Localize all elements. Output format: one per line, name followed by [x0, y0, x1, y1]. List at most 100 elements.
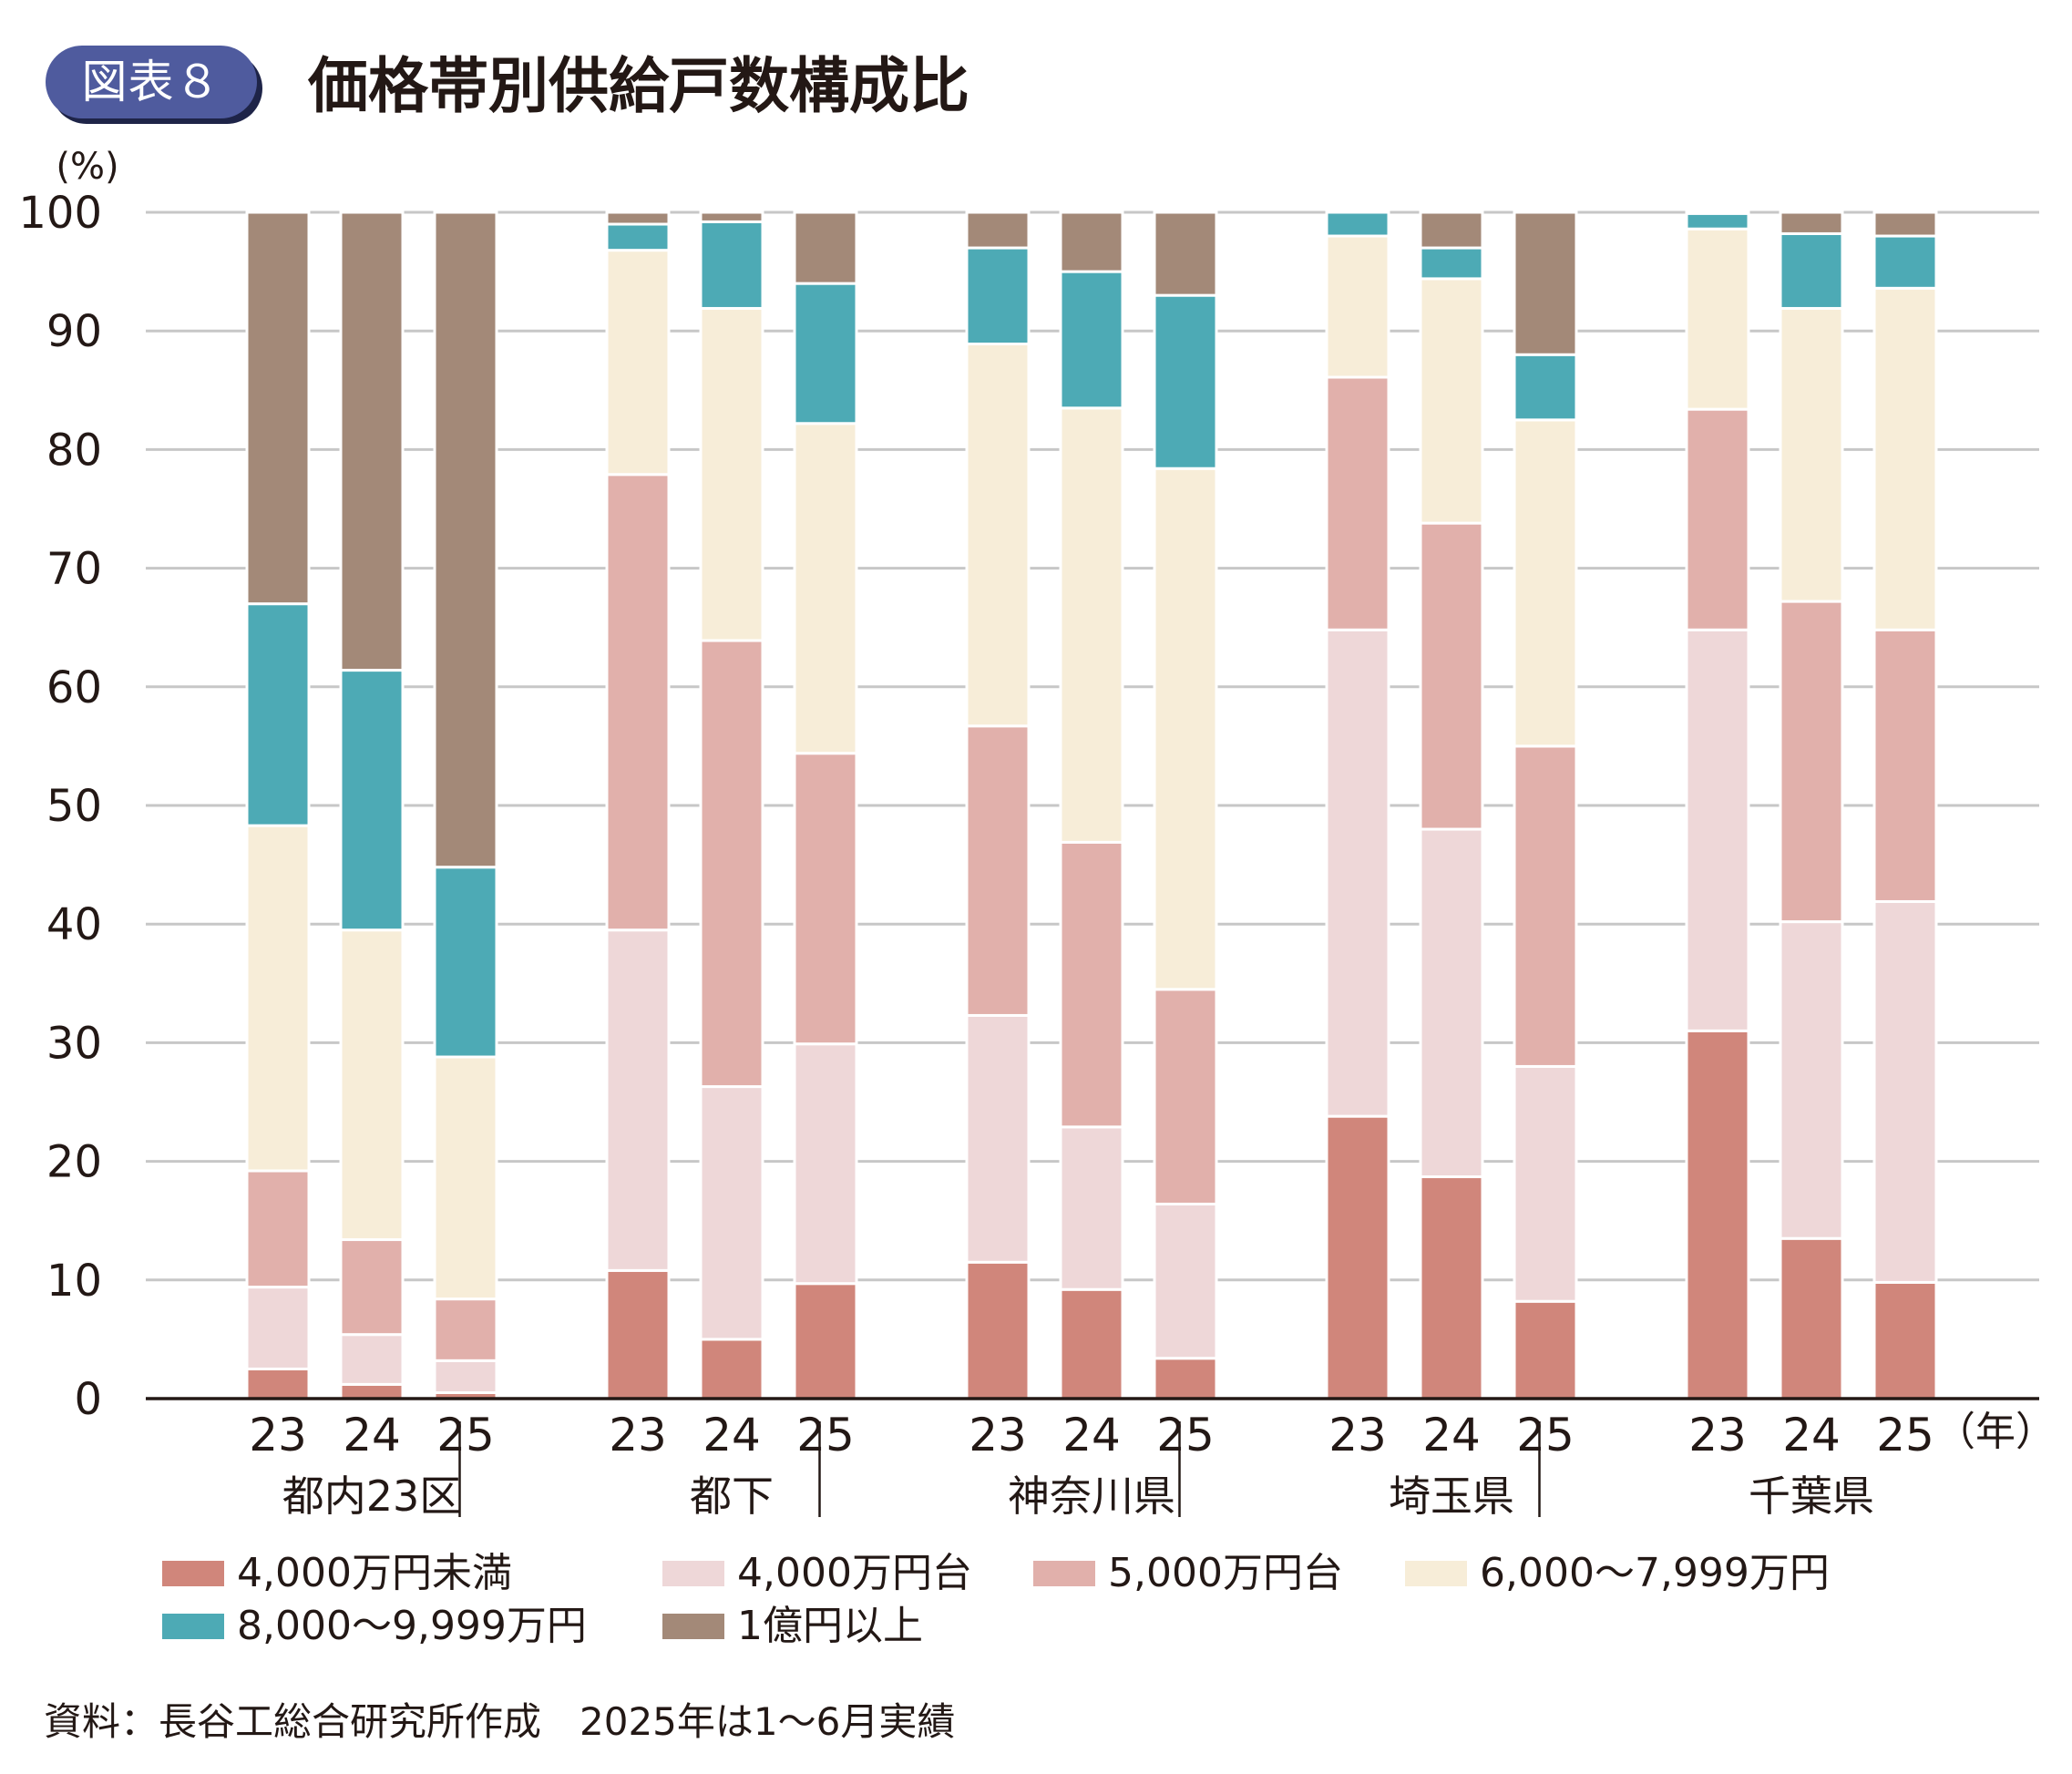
bar-segment-5-8: [1153, 210, 1218, 297]
bar-segment-1-2: [433, 1359, 498, 1394]
bar-segment-2-0: [245, 1169, 311, 1289]
x-year-label: 24: [1422, 1409, 1481, 1461]
axes: [146, 1397, 2039, 1517]
chart-title: 価格帯別供給戸数構成比: [308, 51, 969, 121]
x-year-label: 25: [1876, 1409, 1934, 1461]
bar-segment-2-3: [605, 473, 671, 932]
bar-segment-2-8: [1153, 988, 1218, 1205]
bar-segment-1-7: [1059, 1125, 1124, 1291]
bar-segment-2-4: [699, 639, 764, 1089]
bar-segment-5-4: [699, 210, 764, 223]
bar-segment-5-14: [1872, 210, 1938, 238]
bar-segment-5-6: [965, 210, 1031, 250]
bar-segment-2-7: [1059, 840, 1124, 1129]
badge-label: 図表８: [46, 46, 257, 118]
bar-segment-4-0: [245, 602, 311, 827]
bar-segment-2-10: [1419, 521, 1484, 831]
bar-segment-2-13: [1779, 600, 1844, 924]
bar-segment-4-10: [1419, 246, 1484, 281]
x-year-label: 23: [249, 1409, 307, 1461]
bar-segment-5-0: [245, 210, 311, 606]
bar-segment-2-2: [433, 1297, 498, 1362]
bar-segment-3-6: [965, 343, 1031, 728]
x-year-label: 23: [1328, 1409, 1387, 1461]
bar-segment-3-14: [1872, 286, 1938, 631]
y-tick-label: 20: [46, 1137, 102, 1188]
bar-segment-3-12: [1685, 227, 1750, 411]
bar-segment-4-6: [965, 246, 1031, 346]
bar-segment-2-1: [339, 1238, 405, 1337]
bar-segment-3-1: [339, 928, 405, 1242]
bar-segment-3-13: [1779, 306, 1844, 603]
bar-segment-1-1: [339, 1333, 405, 1386]
y-tick-label: 70: [46, 544, 102, 595]
bar-segment-4-14: [1872, 234, 1938, 290]
bar-segment-4-5: [793, 282, 858, 426]
legend-item: 1億円以上: [662, 1604, 923, 1649]
x-year-label: 25: [1156, 1409, 1215, 1461]
x-year-label: 25: [436, 1409, 495, 1461]
y-tick-label: 0: [74, 1374, 102, 1425]
bar-segment-3-2: [433, 1055, 498, 1301]
legend-item: 8,000～9,999万円: [162, 1604, 587, 1649]
bar-segment-5-13: [1779, 210, 1844, 235]
y-tick-label: 50: [46, 781, 102, 832]
axis-labels: (%) （年） 0 10 20 30 40 50 60 70 80 90 100 23 24 25 都内23…: [18, 146, 2056, 1521]
y-tick-label: 10: [46, 1256, 102, 1307]
bar-segment-0-8: [1153, 1357, 1218, 1400]
x-year-label: 23: [1688, 1409, 1747, 1461]
source-note: 資料：長谷工総合研究所作成 2025年は1～6月実績: [44, 1699, 956, 1744]
bar-segment-1-13: [1779, 920, 1844, 1240]
bar-segment-4-12: [1685, 211, 1750, 231]
bar-segment-4-9: [1325, 210, 1390, 238]
bar-segment-0-11: [1513, 1299, 1578, 1400]
legend-swatch: [662, 1614, 724, 1639]
x-year-label: 24: [703, 1409, 761, 1461]
x-group-label: 神奈川県: [1008, 1471, 1175, 1521]
stacked-bar-chart: (%) （年） 0 10 20 30 40 50 60 70 80 90 100 23 24 25 都内23…: [18, 146, 2056, 1521]
x-group-label: 千葉県: [1749, 1471, 1874, 1521]
y-tick-label: 60: [46, 662, 102, 713]
bar-segment-0-14: [1872, 1280, 1938, 1400]
bar-segment-1-5: [793, 1042, 858, 1286]
legend-swatch: [162, 1561, 224, 1586]
bar-segment-3-9: [1325, 234, 1390, 379]
figure-badge: 図表８: [46, 46, 262, 124]
bar-segment-5-12: [1685, 210, 1750, 215]
bar-segment-5-5: [793, 210, 858, 285]
bar-segment-2-11: [1513, 744, 1578, 1068]
legend-label: 6,000～7,999万円: [1480, 1550, 1830, 1596]
bar-segment-5-7: [1059, 210, 1124, 273]
x-year-label: 24: [343, 1409, 401, 1461]
bar-segment-4-11: [1513, 353, 1578, 422]
legend-swatch: [1033, 1561, 1095, 1586]
bar-segment-1-0: [245, 1286, 311, 1370]
bar-segment-0-3: [605, 1268, 671, 1400]
y-axis-unit-label: (%): [56, 146, 118, 188]
legend-item: 4,000万円台: [662, 1551, 972, 1596]
legend-label: 5,000万円台: [1108, 1550, 1343, 1596]
bar-segment-0-5: [793, 1282, 858, 1400]
bar-segment-0-7: [1059, 1287, 1124, 1400]
y-tick-label: 30: [46, 1018, 102, 1069]
bar-segment-0-6: [965, 1260, 1031, 1400]
bar-segment-3-5: [793, 422, 858, 755]
legend-label: 4,000万円台: [737, 1550, 972, 1596]
bar-segment-0-13: [1779, 1236, 1844, 1400]
bar-segment-1-3: [605, 928, 671, 1272]
x-year-label: 24: [1782, 1409, 1841, 1461]
bar-segment-3-11: [1513, 418, 1578, 748]
bar-segment-0-1: [339, 1382, 405, 1400]
bar-segment-5-10: [1419, 210, 1484, 250]
legend-label: 1億円以上: [737, 1603, 923, 1649]
x-year-label: 23: [969, 1409, 1027, 1461]
x-year-label: 23: [609, 1409, 667, 1461]
bar-segment-1-6: [965, 1013, 1031, 1264]
y-tick-label: 90: [46, 306, 102, 357]
bar-segment-4-1: [339, 669, 405, 932]
bar-segment-2-9: [1325, 375, 1390, 631]
legend-item: 6,000～7,999万円: [1405, 1551, 1830, 1596]
legend-label: 4,000万円未満: [237, 1550, 512, 1596]
bar-segment-3-3: [605, 249, 671, 477]
bar-segment-4-13: [1779, 231, 1844, 310]
